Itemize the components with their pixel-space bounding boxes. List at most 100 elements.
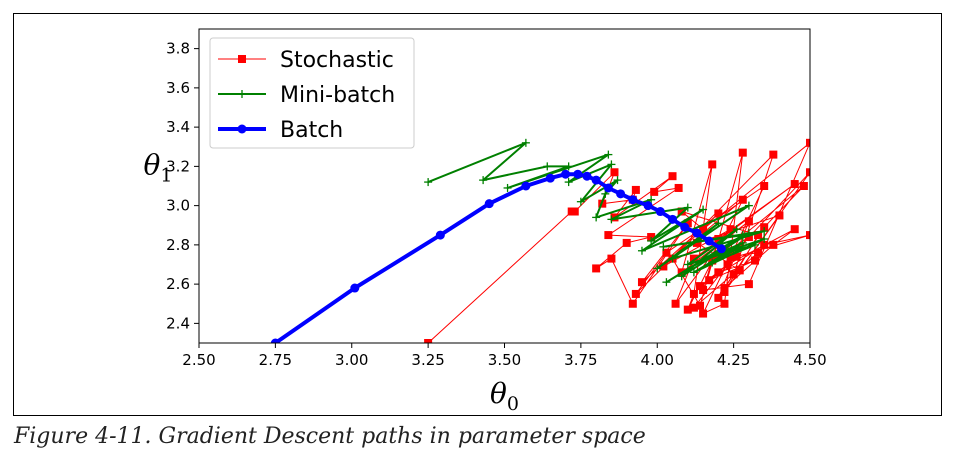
data-point-stochastic: [769, 240, 778, 249]
figure-frame: 2.50 2.75 3.00 3.25 3.50 3.75 4.00 4.25 4.50 2.4 2…: [13, 13, 942, 416]
data-point-stochastic: [775, 211, 784, 220]
data-point-stochastic: [735, 266, 744, 275]
data-point-stochastic: [607, 254, 616, 263]
data-point-mini-batch: [699, 205, 708, 214]
data-point-batch: [582, 171, 592, 181]
axes-layer: 2.50 2.75 3.00 3.25 3.50 3.75 4.00 4.25 4.50 2.4 2…: [166, 40, 827, 369]
legend-item-batch: Batch: [218, 118, 343, 143]
data-point-batch: [603, 183, 613, 193]
data-point-batch: [680, 222, 690, 232]
data-point-mini-batch: [637, 246, 646, 255]
data-point-stochastic: [754, 231, 763, 240]
data-point-batch: [628, 195, 638, 205]
y-tick-label: 3.0: [166, 197, 190, 215]
data-point-stochastic: [592, 264, 601, 273]
legend-item-mini-batch: Mini-batch: [218, 83, 395, 108]
data-point-stochastic: [671, 299, 680, 308]
data-point-batch: [435, 230, 445, 240]
series-layer: [270, 138, 810, 343]
legend-swatch-marker: [238, 55, 246, 63]
data-point-mini-batch: [708, 258, 717, 267]
data-point-stochastic: [760, 182, 769, 190]
data-point-mini-batch: [760, 234, 769, 243]
data-point-stochastic: [604, 231, 613, 240]
data-point-stochastic: [696, 301, 705, 310]
series-mini-batch: [424, 138, 769, 287]
data-point-stochastic: [738, 195, 747, 204]
data-point-batch: [270, 338, 280, 343]
data-point-stochastic: [751, 256, 760, 265]
data-point-mini-batch: [604, 150, 613, 159]
data-point-mini-batch: [564, 178, 573, 187]
data-point-mini-batch: [683, 203, 692, 212]
data-point-batch: [591, 175, 601, 185]
data-point-mini-batch: [744, 201, 753, 210]
x-tick-label: 3.75: [564, 351, 597, 369]
legend-label: Mini-batch: [280, 83, 395, 108]
y-axis-label: θ1: [144, 148, 173, 186]
data-point-mini-batch: [479, 176, 488, 185]
x-tick-label: 4.00: [641, 351, 674, 369]
data-point-stochastic: [729, 270, 738, 279]
data-point-mini-batch: [647, 236, 656, 245]
data-point-batch: [350, 283, 360, 293]
data-point-batch: [484, 199, 494, 209]
data-point-mini-batch: [668, 254, 677, 263]
data-point-mini-batch: [732, 225, 741, 234]
data-point-batch: [704, 236, 714, 246]
data-point-mini-batch: [738, 231, 747, 240]
data-point-stochastic: [570, 207, 579, 216]
legend: Stochastic Mini-batch Batch: [209, 37, 415, 149]
data-point-stochastic: [744, 217, 753, 226]
legend-swatch-marker: [237, 124, 247, 134]
data-point-mini-batch: [683, 260, 692, 269]
data-point-stochastic: [424, 339, 433, 343]
y-tick-label: 3.6: [166, 79, 190, 97]
data-point-stochastic: [668, 172, 677, 181]
data-point-mini-batch: [607, 160, 616, 169]
x-axis-label: θ0: [490, 377, 519, 415]
data-point-stochastic: [677, 207, 686, 216]
data-point-mini-batch: [677, 272, 686, 281]
data-point-stochastic: [637, 278, 646, 287]
data-point-mini-batch: [751, 240, 760, 249]
data-point-stochastic: [806, 231, 810, 240]
data-point-stochastic: [689, 303, 698, 312]
data-point-batch: [616, 189, 626, 199]
data-point-stochastic: [726, 252, 735, 261]
y-tick-label: 2.4: [166, 314, 190, 332]
legend-label: Stochastic: [280, 48, 394, 73]
figure-caption: Figure 4-11. Gradient Descent paths in p…: [14, 424, 646, 449]
data-point-mini-batch: [521, 138, 530, 147]
data-point-mini-batch: [760, 227, 769, 236]
data-point-stochastic: [631, 185, 640, 194]
data-point-stochastic: [714, 209, 723, 218]
gradient-descent-chart: 2.50 2.75 3.00 3.25 3.50 3.75 4.00 4.25 4.50 2.4 2…: [144, 28, 827, 415]
data-point-mini-batch: [653, 264, 662, 273]
data-point-mini-batch: [744, 229, 753, 238]
data-point-mini-batch: [689, 268, 698, 277]
data-point-batch: [716, 244, 726, 254]
data-point-stochastic: [692, 238, 701, 247]
data-point-stochastic: [610, 168, 619, 177]
data-point-stochastic: [726, 225, 735, 234]
data-point-mini-batch: [607, 215, 616, 224]
data-point-stochastic: [769, 150, 778, 159]
data-point-stochastic: [674, 183, 683, 192]
x-tick-label: 2.50: [182, 351, 215, 369]
x-tick-label: 3.00: [335, 351, 368, 369]
data-point-stochastic: [744, 280, 753, 289]
x-tick-label: 3.50: [488, 351, 521, 369]
data-point-mini-batch: [662, 278, 671, 287]
series-line-mini-batch: [427, 141, 766, 284]
data-point-stochastic: [662, 248, 671, 257]
data-point-mini-batch: [503, 183, 512, 192]
data-point-mini-batch: [729, 246, 738, 255]
x-tick-label: 4.25: [717, 351, 750, 369]
legend-box: [209, 37, 415, 149]
x-tick-label: 3.25: [411, 351, 444, 369]
y-tick-label: 2.6: [166, 275, 190, 293]
legend-label: Batch: [280, 118, 343, 143]
data-point-stochastic: [720, 299, 729, 308]
data-point-stochastic: [705, 276, 714, 285]
